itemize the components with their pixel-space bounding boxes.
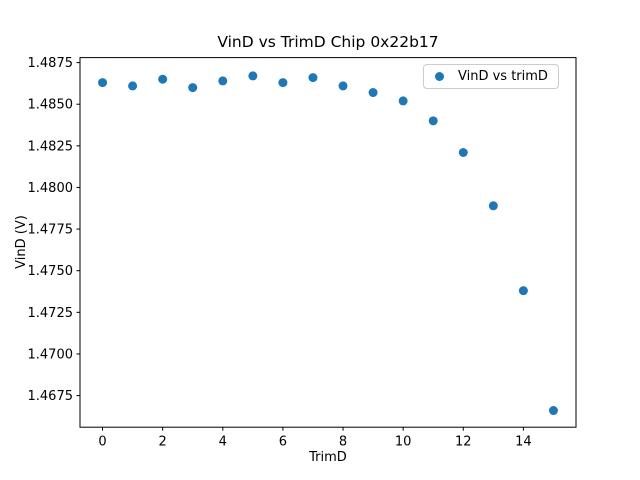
x-tick-label: 0 (98, 435, 106, 450)
x-tick-label: 10 (395, 435, 412, 450)
data-point (368, 88, 378, 98)
data-point (248, 71, 258, 81)
data-point (158, 74, 168, 84)
y-tick-label: 1.4875 (28, 56, 74, 71)
data-point (398, 96, 408, 106)
legend: VinD vs trimD (423, 64, 559, 89)
x-tick-label: 2 (159, 435, 167, 450)
data-point (518, 286, 528, 296)
x-axis-label: TrimD (309, 450, 347, 465)
data-point (548, 406, 558, 416)
x-tick-label: 14 (515, 435, 532, 450)
chart-title: VinD vs TrimD Chip 0x22b17 (217, 33, 439, 51)
y-tick-label: 1.4775 (28, 223, 74, 238)
data-point (218, 76, 228, 86)
data-point (278, 78, 288, 88)
y-tick-label: 1.4725 (28, 306, 74, 321)
y-tick-label: 1.4850 (28, 98, 74, 113)
data-point (458, 147, 468, 157)
y-tick-label: 1.4750 (28, 264, 74, 279)
legend-marker-icon (435, 72, 444, 81)
x-tick-label: 6 (279, 435, 287, 450)
legend-label: VinD vs trimD (458, 69, 548, 84)
data-point (308, 73, 318, 83)
y-tick-label: 1.4675 (28, 389, 74, 404)
x-tick-label: 4 (219, 435, 227, 450)
data-point (428, 116, 438, 126)
y-tick-label: 1.4700 (28, 347, 74, 362)
data-point (488, 201, 498, 211)
data-point (98, 78, 108, 88)
axes-frame (79, 57, 577, 428)
y-tick-label: 1.4825 (28, 139, 74, 154)
y-axis-label: VinD (V) (14, 215, 29, 269)
data-point (338, 81, 348, 91)
x-tick-label: 8 (339, 435, 347, 450)
y-tick-label: 1.4800 (28, 181, 74, 196)
x-tick-label: 12 (455, 435, 472, 450)
data-point (128, 81, 138, 91)
data-point (188, 83, 198, 93)
